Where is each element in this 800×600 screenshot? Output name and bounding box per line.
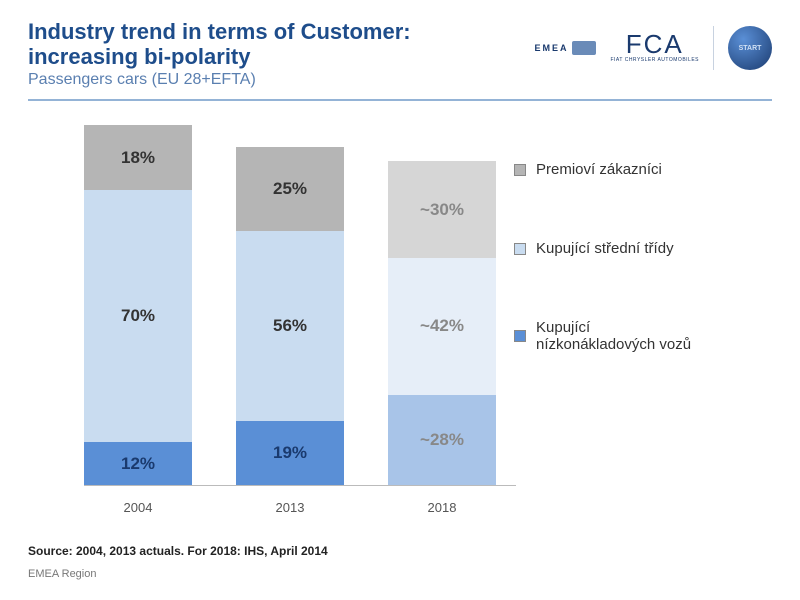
bar: 18%70%12% — [84, 125, 192, 485]
x-axis-label: 2004 — [84, 500, 192, 515]
footer: Source: 2004, 2013 actuals. For 2018: IH… — [28, 544, 328, 580]
badge-text: START — [739, 45, 762, 52]
bar-segment-low_cost: 19% — [236, 421, 344, 485]
fca-logo: FCA FIAT CHRYSLER AUTOMOBILES — [610, 33, 699, 62]
legend-swatch-icon — [514, 330, 526, 342]
emea-logo: EMEA — [534, 41, 596, 55]
start-badge-icon: START — [728, 26, 772, 70]
logo-divider — [713, 26, 714, 70]
x-axis-label: 2018 — [388, 500, 496, 515]
legend-label: Kupující nízkonákladových vozů — [536, 319, 694, 353]
source-text: Source: 2004, 2013 actuals. For 2018: IH… — [28, 544, 328, 558]
x-axis: 2004 2013 2018 — [84, 492, 772, 515]
emea-text: EMEA — [534, 43, 568, 53]
bar-segment-middle: ~42% — [388, 258, 496, 394]
x-axis-label: 2013 — [236, 500, 344, 515]
bar-column: 18%70%12% — [84, 125, 192, 485]
logo-cluster: EMEA FCA FIAT CHRYSLER AUTOMOBILES START — [534, 20, 772, 70]
bar-column: 25%56%19% — [236, 147, 344, 485]
legend-item-premium: Premioví zákazníci — [514, 161, 694, 178]
emea-map-icon — [572, 41, 596, 55]
legend-label: Kupující střední třídy — [536, 240, 674, 257]
bar-column: ~30%~42%~28% — [388, 161, 496, 485]
legend-item-middle: Kupující střední třídy — [514, 240, 694, 257]
legend-label: Premioví zákazníci — [536, 161, 662, 178]
title-line1: Industry trend in terms of Customer: — [28, 20, 534, 45]
legend-swatch-icon — [514, 243, 526, 255]
header-rule — [28, 99, 772, 101]
title-block: Industry trend in terms of Customer: inc… — [28, 20, 534, 89]
chart: 18%70%12% 25%56%19% ~30%~42%~28% Premioví … — [28, 125, 772, 485]
title-line2: increasing bi-polarity — [28, 45, 534, 70]
bar-segment-premium: 25% — [236, 147, 344, 232]
subtitle: Passengers cars (EU 28+EFTA) — [28, 71, 534, 89]
legend-item-low_cost: Kupující nízkonákladových vozů — [514, 319, 694, 353]
legend: Premioví zákazníci Kupující střední třídy… — [514, 125, 694, 485]
bar-segment-middle: 70% — [84, 190, 192, 442]
legend-swatch-icon — [514, 164, 526, 176]
bar-segment-middle: 56% — [236, 231, 344, 420]
bar-segment-premium: ~30% — [388, 161, 496, 258]
chart-baseline — [84, 485, 516, 486]
fca-text: FCA — [626, 33, 684, 56]
bar-segment-premium: 18% — [84, 125, 192, 190]
bar: 25%56%19% — [236, 147, 344, 485]
bar-segment-low_cost: 12% — [84, 442, 192, 485]
bar: ~30%~42%~28% — [388, 161, 496, 485]
header: Industry trend in terms of Customer: inc… — [28, 20, 772, 89]
fca-subtext: FIAT CHRYSLER AUTOMOBILES — [610, 57, 699, 63]
bar-group: 18%70%12% 25%56%19% ~30%~42%~28% — [84, 125, 496, 485]
bar-segment-low_cost: ~28% — [388, 395, 496, 486]
region-text: EMEA Region — [28, 568, 328, 580]
